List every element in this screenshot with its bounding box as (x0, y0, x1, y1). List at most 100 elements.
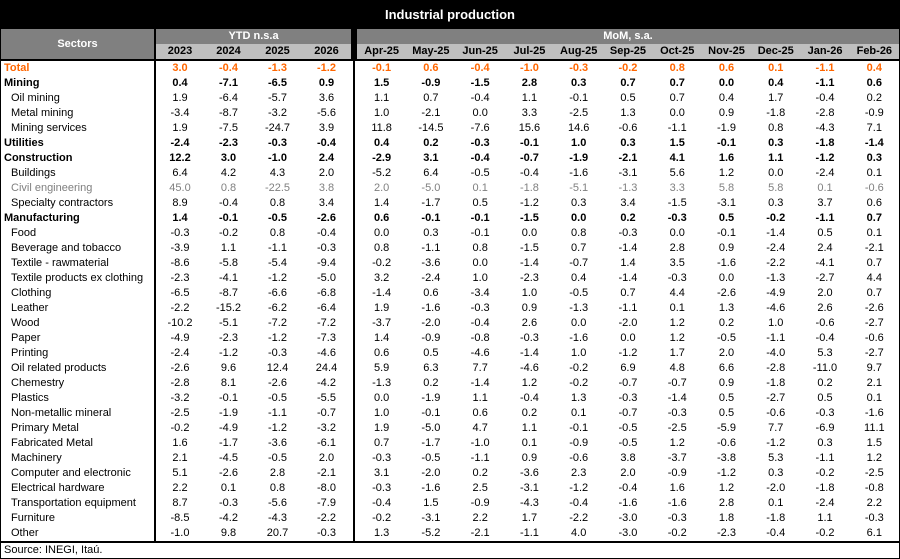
ytd-cell: 3.0 (220, 152, 237, 164)
ytd-cell: 8.9 (172, 197, 188, 209)
group-divider (351, 466, 357, 481)
table-row: Fabricated Metal 1.6 -1.7 -3.6 -6.1 0.7 -1.7 -1… (1, 436, 899, 451)
mom-cell: 0.5 (718, 392, 735, 404)
ytd-cell: -2.3 (170, 272, 190, 284)
mom-cell: -1.0 (470, 437, 490, 449)
mom-cell: 6.4 (423, 167, 439, 179)
column-header-jun-25: Jun-25 (455, 44, 505, 61)
mom-cell: 0.4 (866, 62, 882, 74)
mom-cell: -0.1 (569, 92, 589, 104)
mom-cell: 1.4 (373, 197, 390, 209)
mom-cell: 1.5 (669, 137, 685, 149)
group-divider (351, 271, 357, 286)
mom-cell: -2.7 (864, 317, 884, 329)
ytd-cell: -2.3 (219, 137, 238, 149)
mom-cell: -1.8 (766, 107, 786, 119)
mom-cell: 1.9 (373, 422, 390, 434)
ytd-cell: 5.1 (172, 467, 188, 479)
mom-cell: -1.1 (815, 62, 835, 74)
mom-cell: 2.0 (718, 347, 735, 359)
mom-cell: 0.1 (866, 227, 882, 239)
mom-cell: -0.3 (569, 62, 589, 74)
mom-cell: 3.1 (423, 152, 439, 164)
mom-cell: -0.6 (618, 122, 638, 134)
group-divider (351, 196, 357, 211)
mom-cell: 9.7 (866, 362, 882, 374)
mom-cell: -1.4 (766, 227, 786, 239)
ytd-cell: -0.5 (268, 452, 287, 464)
table-row: Mining 0.4 -7.1 -6.5 0.9 1.5 -0.9 -1.5 2.8 0.3 0.7… (1, 76, 899, 91)
mom-cell: 0.6 (472, 407, 488, 419)
mom-cell: -0.7 (519, 152, 539, 164)
mom-cell: 2.0 (373, 182, 390, 194)
row-label: Primary Metal (1, 421, 156, 436)
ytd-cell: -1.2 (268, 272, 287, 284)
group-divider (351, 211, 357, 226)
mom-cell: 0.0 (373, 227, 390, 239)
source-note: Source: INEGI, Itaú. (1, 541, 899, 558)
mom-cell: -1.1 (667, 122, 687, 134)
ytd-cell: -1.2 (268, 332, 287, 344)
group-divider (351, 256, 357, 271)
mom-cell: 2.1 (866, 377, 882, 389)
mom-cell: -0.2 (667, 527, 687, 539)
mom-cell: -0.8 (470, 332, 490, 344)
column-header-jul-25: Jul-25 (504, 44, 555, 61)
mom-cell: 0.8 (373, 242, 390, 254)
mom-cell: 1.7 (768, 92, 784, 104)
mom-cell: 0.3 (620, 137, 636, 149)
mom-cell: 1.0 (373, 107, 390, 119)
ytd-cell: -7.2 (317, 317, 336, 329)
ytd-cell: -2.6 (317, 212, 336, 224)
group-divider (351, 121, 357, 136)
ytd-cell: -2.5 (170, 407, 190, 419)
mom-cell: -0.9 (667, 467, 687, 479)
row-label: Construction (1, 151, 156, 166)
mom-cell: -0.3 (667, 272, 687, 284)
ytd-cell: -8.7 (219, 287, 238, 299)
mom-cell: -0.1 (519, 137, 539, 149)
table-row: Leather -2.2 -15.2 -6.2 -6.4 1.9 -1.6 -0.3 0.9 -1… (1, 301, 899, 316)
mom-cell: -0.4 (766, 527, 786, 539)
ytd-cell: 1.4 (172, 212, 188, 224)
mom-cell: 0.5 (472, 197, 488, 209)
mom-cell: -0.9 (421, 332, 441, 344)
group-divider (351, 166, 357, 181)
mom-cell: 2.3 (571, 467, 587, 479)
ytd-cell: -5.6 (317, 107, 336, 119)
mom-cell: 0.9 (521, 452, 538, 464)
mom-cell: 5.3 (768, 452, 784, 464)
columns-header-row: 2023 2024 2025 2026 Apr-25 May-25 Jun-25 Jul-25… (1, 44, 899, 61)
mom-cell: 0.7 (620, 77, 636, 89)
ytd-cell: -1.1 (268, 407, 287, 419)
ytd-cell: 9.8 (220, 527, 237, 539)
mom-cell: -1.4 (519, 257, 539, 269)
mom-cell: 3.2 (373, 272, 390, 284)
mom-cell: -1.8 (815, 137, 835, 149)
mom-cell: -3.1 (717, 197, 736, 209)
mom-cell: 0.0 (718, 272, 735, 284)
mom-cell: -2.9 (372, 152, 392, 164)
mom-cell: -0.7 (618, 377, 638, 389)
ytd-cell: -0.3 (219, 497, 238, 509)
ytd-cell: -6.2 (268, 302, 287, 314)
mom-cell: 0.9 (521, 302, 538, 314)
mom-cell: -2.5 (569, 107, 589, 119)
mom-cell: 3.1 (373, 467, 390, 479)
mom-cell: 0.2 (718, 317, 735, 329)
row-label: Furniture (1, 511, 156, 526)
group-divider (351, 376, 357, 391)
ytd-cell: 4.3 (269, 167, 286, 179)
ytd-cell: 3.0 (172, 62, 188, 74)
ytd-cell: -4.2 (317, 377, 336, 389)
mom-cell: -0.2 (569, 377, 589, 389)
mom-cell: -0.3 (815, 407, 835, 419)
mom-cell: 0.1 (866, 167, 882, 179)
mom-cell: -1.4 (667, 392, 687, 404)
ytd-cell: -0.4 (317, 227, 336, 239)
row-label: Specialty contractors (1, 196, 156, 211)
mom-cell: -0.1 (569, 422, 589, 434)
mom-cell: 0.2 (817, 377, 833, 389)
mom-cell: -1.2 (717, 467, 736, 479)
mom-cell: 1.7 (669, 347, 685, 359)
